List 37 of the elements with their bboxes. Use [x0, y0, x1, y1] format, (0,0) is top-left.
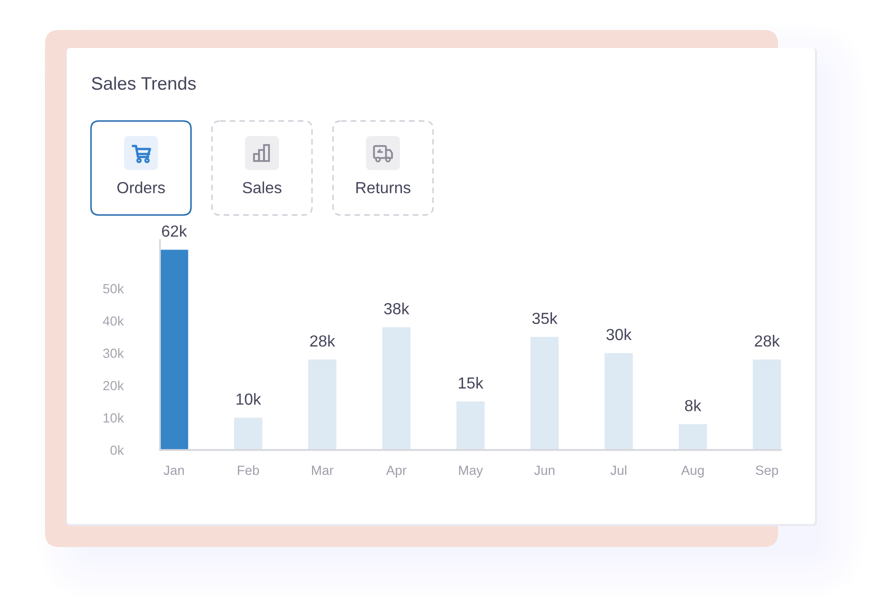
bar [308, 360, 336, 450]
bar [456, 402, 485, 450]
bar [604, 353, 633, 450]
data-label: 15k [458, 376, 484, 389]
x-tick-label: Jun [534, 466, 554, 475]
data-label: 8k [685, 400, 702, 412]
x-tick-label: May [459, 466, 483, 478]
y-tick-label: 20k [103, 380, 124, 390]
text: Sales [242, 182, 282, 194]
y-tick-label: 0k [110, 445, 124, 455]
text: Orders [117, 182, 165, 194]
data-label: 62k [162, 225, 187, 237]
x-tick-label: Mar [312, 466, 334, 475]
bar [530, 336, 559, 450]
y-tick-label: 30k [103, 348, 124, 358]
x-tick-label: Jan [164, 466, 184, 475]
x-tick-label: Feb [238, 465, 259, 475]
bar [752, 360, 781, 450]
bar [234, 418, 262, 450]
x-tick-label: Apr [386, 466, 406, 478]
data-label: 35k [532, 312, 558, 324]
text: Returns [356, 182, 410, 194]
data-label: 28k [754, 334, 780, 347]
x-tick-label: Jul [610, 465, 626, 475]
data-label: 30k [606, 328, 632, 340]
data-label: 10k [236, 393, 262, 405]
x-tick-label: Sep [756, 466, 778, 478]
bar [160, 250, 188, 450]
bar [382, 327, 410, 450]
chart-title: Sales Trends [92, 76, 196, 90]
y-tick-label: 50k [103, 284, 124, 294]
data-label: 38k [384, 302, 410, 314]
x-tick-label: Aug [681, 466, 704, 478]
data-label: 28k [310, 334, 336, 347]
y-tick-label: 40k [102, 316, 124, 326]
y-tick-label: 10k [104, 412, 124, 423]
bar [678, 424, 707, 450]
